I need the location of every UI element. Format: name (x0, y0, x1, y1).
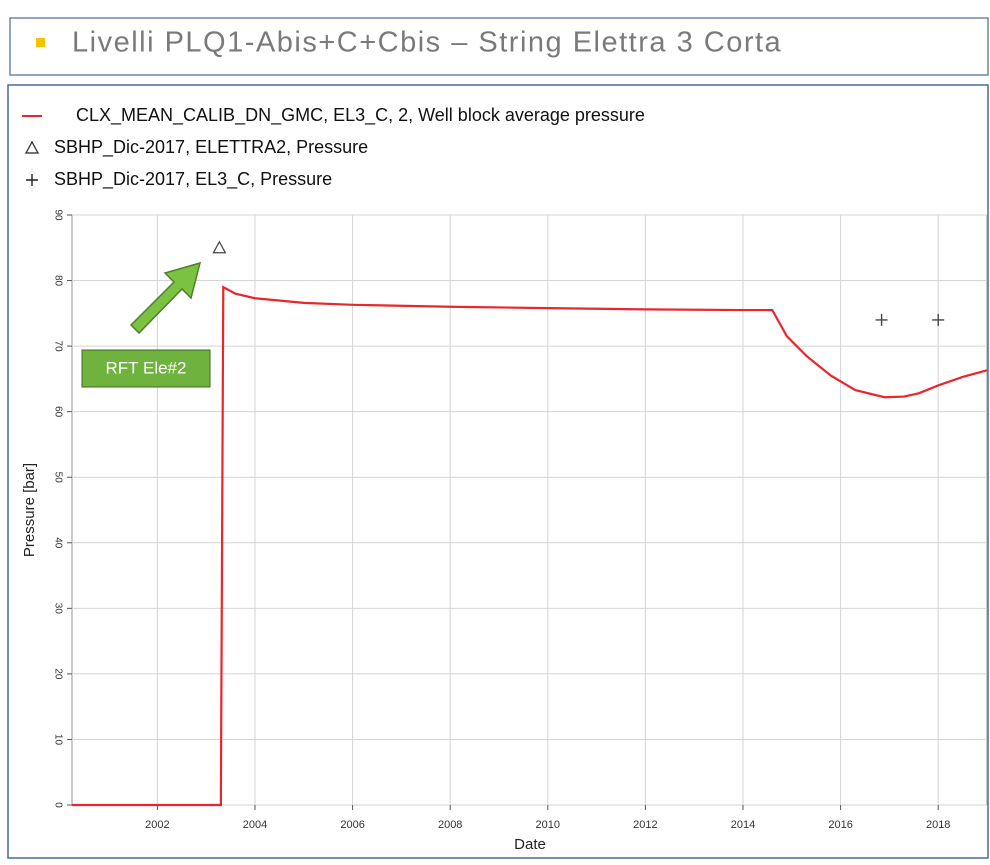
y-axis-label: Pressure [bar] (21, 463, 38, 557)
plot-area (71, 214, 988, 806)
x-tick-label: 2008 (438, 819, 462, 831)
y-tick-label: 70 (52, 341, 63, 353)
plot: 0 10 20 30 40 50 60 70 80 90 2002 2004 2006 2008 2010 2… (52, 209, 988, 831)
x-axis-label: Date (514, 836, 546, 853)
annotation-arrow (129, 261, 202, 335)
y-tick-label: 80 (52, 275, 63, 287)
annotation-box (81, 349, 211, 388)
plus-marker (26, 174, 38, 186)
legend-label: SBHP_Dic-2017, ELETTRA2, Pressure (54, 137, 368, 158)
triangle-marker (212, 240, 227, 254)
x-tick-label: 2004 (243, 819, 267, 831)
y-tick-label: 90 (52, 209, 63, 221)
x-tick-label: 2002 (145, 819, 169, 831)
y-tick-label: 50 (52, 472, 63, 484)
data-line (72, 285, 988, 807)
y-tick-label: 40 (52, 537, 63, 549)
y-tick-label: 20 (52, 668, 63, 680)
x-tick-label: 2010 (536, 819, 560, 831)
y-tick-label: 10 (52, 734, 63, 746)
x-tick-label: 2016 (828, 819, 852, 831)
x-tick-label: 2018 (926, 819, 950, 831)
x-tick-label: 2006 (340, 819, 364, 831)
legend-label: CLX_MEAN_CALIB_DN_GMC, EL3_C, 2, Well bl… (76, 105, 645, 126)
x-tick-label: 2014 (731, 819, 755, 831)
plus-marker (932, 313, 945, 326)
bullet (36, 38, 45, 47)
y-tick-label: 60 (52, 406, 63, 418)
y-tick-label: 0 (52, 802, 63, 808)
y-tick-label: 30 (52, 603, 63, 615)
x-tick-label: 2012 (633, 819, 657, 831)
annotation-text: RFT Ele#2 (106, 358, 187, 377)
header-title: Livelli PLQ1-Abis+C+Cbis – String Elettr… (72, 27, 782, 59)
legend-label: SBHP_Dic-2017, EL3_C, Pressure (54, 169, 332, 190)
triangle-marker (24, 140, 40, 154)
header-box (9, 17, 989, 76)
plus-marker (875, 313, 888, 326)
